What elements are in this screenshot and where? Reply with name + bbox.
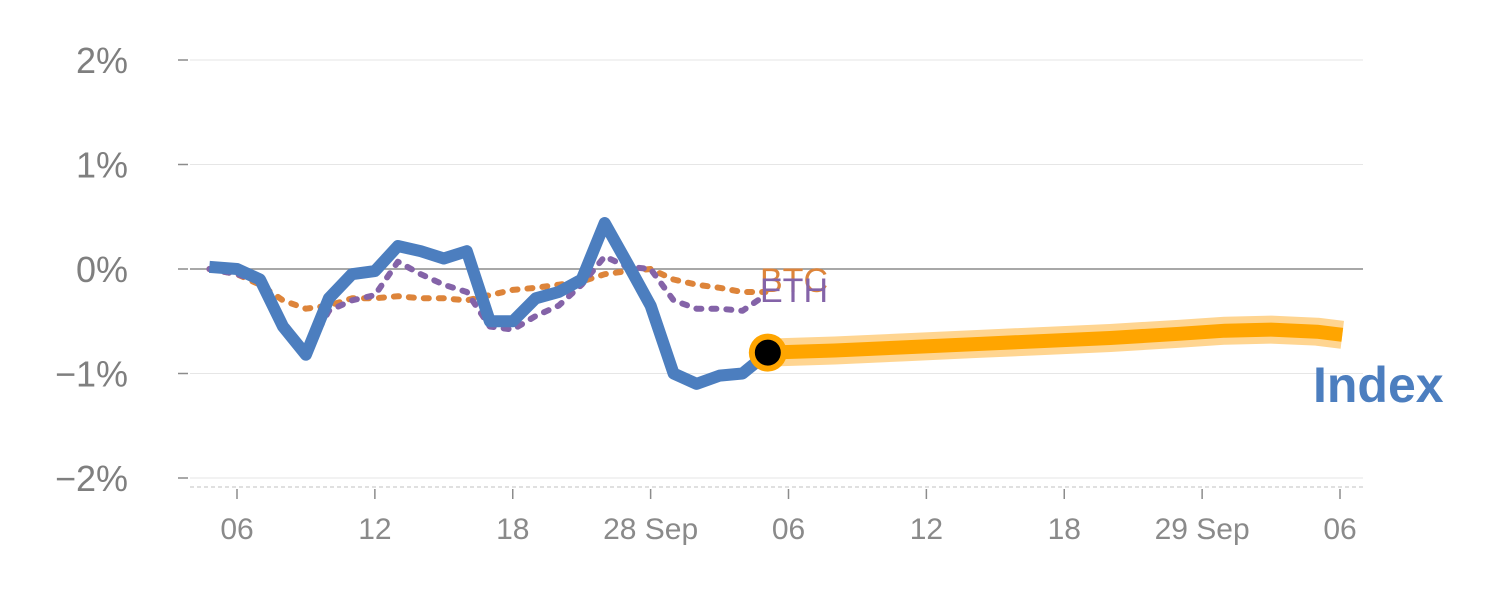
x-tick-label: 28 Sep xyxy=(603,513,698,546)
y-tick-label: −2% xyxy=(55,458,128,499)
marker-layer xyxy=(748,333,787,372)
x-tick-label: 06 xyxy=(772,513,805,546)
series-label-eth: ETH xyxy=(760,272,828,310)
series-line-btc xyxy=(206,266,769,312)
x-tick-label: 06 xyxy=(1323,513,1356,546)
highlight-point xyxy=(756,341,779,364)
series-label-index: Index xyxy=(1313,357,1444,413)
series-label-btc: BTC xyxy=(760,262,828,300)
x-tick-label: 18 xyxy=(496,513,529,546)
x-axis: 06 12 18 28 Sep 06 12 18 29 Sep 06 xyxy=(190,486,1363,546)
x-tick-label: 12 xyxy=(910,513,943,546)
x-tick-label: 06 xyxy=(220,513,253,546)
x-tick-label: 18 xyxy=(1048,513,1081,546)
y-tick-label: −1% xyxy=(55,354,128,395)
series-line-index-forecast xyxy=(767,322,1344,360)
x-tick-label: 12 xyxy=(358,513,391,546)
series-line-index xyxy=(208,217,772,390)
highlight-point-outline xyxy=(754,339,781,366)
y-axis: 2% 1% 0% −1% −2% xyxy=(55,40,188,499)
series-layer xyxy=(206,217,1345,390)
y-tick-label: 1% xyxy=(76,145,128,186)
x-tick-label: 29 Sep xyxy=(1155,513,1250,546)
y-tick-label: 2% xyxy=(76,40,128,81)
y-tick-label: 0% xyxy=(76,249,128,290)
grid xyxy=(190,59,1363,479)
